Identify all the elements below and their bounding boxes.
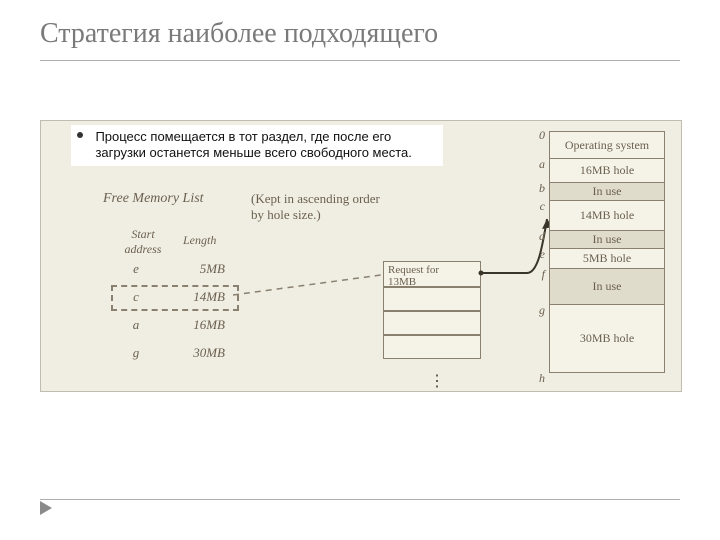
memory-address-label: d — [531, 229, 545, 244]
diagram-area: Процесс помещается в тот раздел, где пос… — [40, 120, 682, 392]
req-l2: 13MB — [388, 276, 416, 288]
memory-block: In use — [549, 269, 665, 305]
memory-block: 5MB hole — [549, 249, 665, 269]
free-list-head-len: Length — [183, 233, 216, 248]
bullet-text: Процесс помещается в тот раздел, где пос… — [95, 129, 425, 162]
request-queue: Request for 13MB — [383, 261, 481, 359]
memory-address-label: a — [531, 157, 545, 172]
bullet-box: Процесс помещается в тот раздел, где пос… — [71, 125, 443, 166]
memory-address-label: h — [531, 371, 545, 386]
free-list-len: 30MB — [181, 345, 225, 361]
memory-block: 16MB hole — [549, 159, 665, 183]
memory-block: Operating system — [549, 131, 665, 159]
slide: Стратегия наиболее подходящего Процесс п… — [0, 0, 720, 540]
slide-title: Стратегия наиболее подходящего — [40, 18, 438, 50]
free-list-addr: g — [129, 345, 143, 361]
bullet-icon — [77, 132, 83, 138]
free-list-note: (Kept in ascending order by hole size.) — [251, 191, 380, 222]
free-list-highlight — [111, 285, 239, 311]
footer-rule — [40, 499, 680, 500]
memory-block: 14MB hole — [549, 201, 665, 231]
memory-address-label: e — [531, 247, 545, 262]
queue-request-cell: Request for 13MB — [383, 261, 481, 287]
title-rule — [40, 60, 680, 61]
memory-address-label: g — [531, 303, 545, 318]
memory-address-label: c — [531, 199, 545, 214]
memory-block: In use — [549, 231, 665, 249]
free-list-addr: a — [129, 317, 143, 333]
queue-empty-cell — [383, 335, 481, 359]
queue-empty-cell — [383, 311, 481, 335]
note-line1: (Kept in ascending order — [251, 191, 380, 206]
memory-address-label: f — [531, 267, 545, 282]
memory-address-label: 0 — [531, 128, 545, 143]
free-list-len: 16MB — [181, 317, 225, 333]
free-list-addr: e — [129, 261, 143, 277]
note-line2: by hole size.) — [251, 207, 321, 222]
memory-column: Operating system16MB holeIn use14MB hole… — [549, 131, 665, 373]
memory-block: In use — [549, 183, 665, 201]
free-list-len: 5MB — [181, 261, 225, 277]
free-list-head-addr: Startaddress — [113, 227, 173, 257]
req-l1: Request for — [388, 264, 439, 276]
play-icon — [40, 501, 54, 520]
free-list-title: Free Memory List — [103, 191, 204, 207]
arrow-dashed — [233, 271, 393, 311]
memory-address-label: b — [531, 181, 545, 196]
queue-empty-cell — [383, 287, 481, 311]
queue-vdots: ⋮ — [429, 371, 445, 391]
memory-block: 30MB hole — [549, 305, 665, 373]
